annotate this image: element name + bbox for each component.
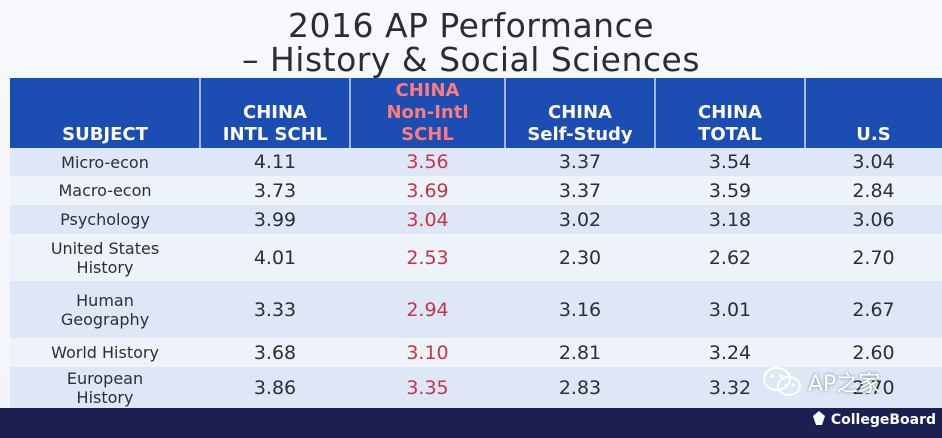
subject-line: World History — [51, 343, 159, 362]
cell-china-non-intl-schl: 3.56 — [406, 151, 449, 173]
header-divider — [504, 78, 506, 148]
subject-line: United States — [50, 238, 160, 258]
subject-line: Psychology — [60, 210, 150, 229]
table-row: World History 3.68 3.10 2.81 3.24 2.60 — [10, 338, 942, 367]
cell-subject: Human Geography — [10, 281, 200, 338]
header-line: Non-Intl — [386, 102, 469, 123]
table-row: Human Geography 3.33 2.94 3.16 3.01 2.67 — [10, 281, 942, 338]
cell-subject: Macro-econ — [10, 176, 200, 205]
cell-subject: European History — [10, 367, 200, 408]
cell-subject: World History — [10, 338, 200, 367]
cell-china-self-study: 2.83 — [558, 376, 602, 399]
subject-line: Human — [76, 290, 134, 310]
cell-subject: United States History — [10, 234, 200, 281]
table-row: Micro-econ 4.11 3.56 3.37 3.54 3.04 — [10, 148, 942, 176]
cell-china-non-intl-schl: 3.10 — [406, 341, 449, 364]
cell-china-non-intl-schl: 2.53 — [406, 246, 449, 269]
cell-china-intl-schl: 3.99 — [253, 208, 297, 231]
collegeboard-acorn-icon — [811, 410, 827, 430]
cell-china-intl-schl: 4.01 — [253, 246, 297, 269]
footer-bar — [0, 408, 942, 438]
subject-line: European — [66, 368, 144, 388]
header-divider — [199, 78, 201, 148]
table-row: United States History 4.01 2.53 2.30 2.62 2.70 — [10, 234, 942, 281]
cell-us: 2.70 — [852, 376, 895, 399]
subject-line: History — [76, 257, 134, 277]
collegeboard-logo-text: CollegeBoard — [830, 412, 936, 428]
header-line: Self-Study — [527, 124, 633, 145]
cell-china-self-study: 2.81 — [558, 341, 602, 364]
cell-china-non-intl-schl: 2.94 — [406, 298, 449, 321]
cell-us: 2.60 — [852, 341, 895, 364]
cell-china-intl-schl: 3.73 — [253, 179, 297, 202]
cell-china-total: 3.32 — [708, 376, 752, 399]
table-row: Psychology 3.99 3.04 3.02 3.18 3.06 — [10, 205, 942, 234]
header-line: SUBJECT — [62, 124, 148, 145]
header-line: CHINA — [698, 102, 762, 123]
collegeboard-logo: CollegeBoard — [811, 410, 936, 430]
cell-us: 2.84 — [852, 179, 895, 202]
cell-china-self-study: 2.30 — [558, 246, 602, 269]
header-line: CHINA — [395, 80, 460, 101]
header-china-non-intl-schl: CHINA Non-Intl SCHL — [350, 78, 505, 148]
header-line: INTL SCHL — [222, 124, 328, 145]
subject-line: Micro-econ — [61, 152, 149, 172]
header-line: U.S — [856, 124, 891, 145]
watermark-text: AP之家 — [808, 372, 881, 397]
header-line: CHINA — [243, 102, 307, 123]
cell-china-total: 3.24 — [708, 341, 752, 364]
page-subtitle: – History & Social Sciences — [241, 40, 701, 79]
cell-china-self-study: 3.16 — [558, 298, 602, 321]
header-divider — [349, 78, 351, 148]
watermark: AP之家 — [762, 365, 880, 399]
header-us: U.S — [805, 78, 942, 148]
performance-table: SUBJECT CHINA INTL SCHL CHINA Non-Intl SCHL CH… — [10, 78, 942, 408]
cell-china-self-study: 3.37 — [558, 179, 602, 202]
table-row: Macro-econ 3.73 3.69 3.37 3.59 2.84 — [10, 176, 942, 205]
cell-china-total: 3.01 — [708, 298, 752, 321]
header-divider — [654, 78, 656, 148]
table-header: SUBJECT CHINA INTL SCHL CHINA Non-Intl SCHL CH… — [10, 78, 942, 148]
cell-china-total: 3.54 — [708, 151, 752, 173]
subject-line: History — [76, 387, 134, 407]
page-title: 2016 AP Performance — [287, 6, 655, 45]
cell-china-intl-schl: 3.86 — [253, 376, 297, 399]
cell-china-intl-schl: 4.11 — [253, 151, 297, 173]
cell-china-total: 2.62 — [708, 246, 752, 269]
cell-china-non-intl-schl: 3.04 — [406, 208, 449, 231]
header-china-total: CHINA TOTAL — [655, 78, 805, 148]
cell-china-total: 3.59 — [708, 179, 752, 202]
cell-china-non-intl-schl: 3.69 — [406, 179, 449, 202]
subject-line: Geography — [60, 309, 150, 329]
cell-subject: Micro-econ — [10, 148, 200, 176]
cell-china-intl-schl: 3.33 — [253, 298, 297, 321]
header-line: CHINA — [548, 102, 612, 123]
cell-china-self-study: 3.02 — [558, 208, 602, 231]
subject-line: Macro-econ — [58, 181, 152, 200]
cell-china-intl-schl: 3.68 — [253, 341, 297, 364]
header-divider — [804, 78, 806, 148]
cell-us: 3.06 — [852, 208, 895, 231]
header-china-intl-schl: CHINA INTL SCHL — [200, 78, 350, 148]
header-china-self-study: CHINA Self-Study — [505, 78, 655, 148]
wechat-icon — [762, 365, 802, 399]
header-line: SCHL — [401, 124, 454, 145]
cell-us: 2.70 — [852, 246, 895, 269]
cell-china-non-intl-schl: 3.35 — [406, 376, 449, 399]
header-line: TOTAL — [698, 124, 762, 145]
cell-china-self-study: 3.37 — [558, 151, 602, 173]
cell-us: 2.67 — [852, 298, 895, 321]
header-subject: SUBJECT — [10, 78, 200, 148]
cell-subject: Psychology — [10, 205, 200, 234]
cell-us: 3.04 — [852, 151, 895, 173]
cell-china-total: 3.18 — [708, 208, 752, 231]
